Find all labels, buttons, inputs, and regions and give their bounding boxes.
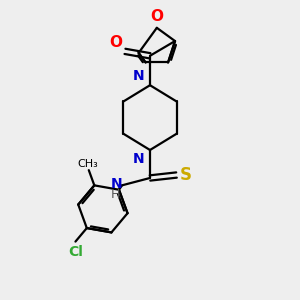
Text: H: H: [111, 188, 121, 201]
Text: N: N: [133, 69, 145, 83]
Text: S: S: [179, 166, 191, 184]
Text: Cl: Cl: [68, 244, 83, 259]
Text: N: N: [133, 152, 145, 167]
Text: O: O: [150, 9, 163, 24]
Text: CH₃: CH₃: [77, 159, 98, 169]
Text: O: O: [109, 35, 122, 50]
Text: N: N: [110, 177, 122, 191]
